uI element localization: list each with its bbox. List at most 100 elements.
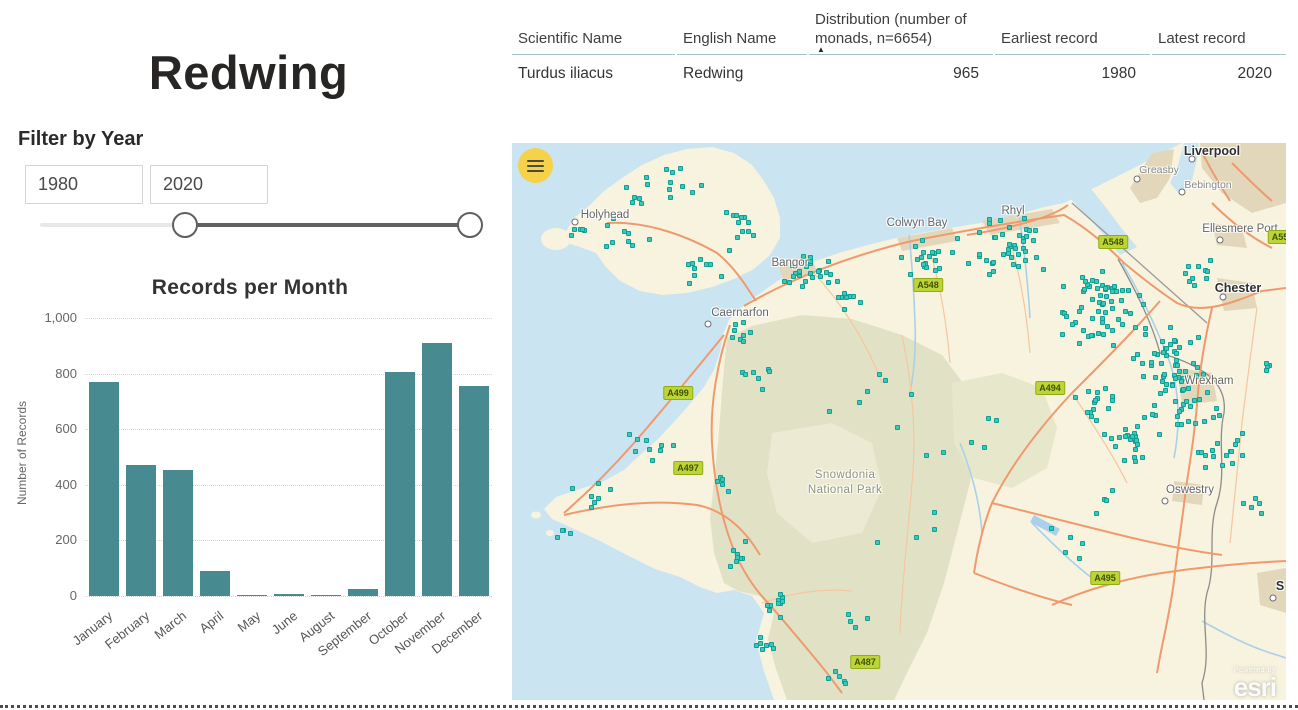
map-menu-button[interactable] [518, 148, 553, 183]
map-dot [719, 482, 725, 488]
map-dot [936, 265, 942, 271]
map-dot [1111, 342, 1117, 348]
map-dot [1183, 368, 1189, 374]
map-dot [765, 602, 771, 608]
year-range-slider[interactable] [0, 200, 500, 252]
map-dot [1198, 450, 1204, 456]
map-dot [818, 273, 824, 279]
map-dot [1110, 327, 1116, 333]
column-header-distribution[interactable]: Distribution (number of monads, n=6654) … [809, 6, 993, 55]
map-dot [825, 280, 831, 286]
distribution-map[interactable]: Holyhead Bangor Caernarfon Colwyn Bay Rhyl Li… [512, 143, 1286, 700]
map-dot [1079, 304, 1085, 310]
column-header-earliest-record[interactable]: Earliest record [995, 25, 1150, 55]
bar-october[interactable] [384, 372, 415, 596]
map-dot [1110, 288, 1116, 294]
bar-august[interactable] [310, 594, 341, 596]
city-marker [1219, 293, 1227, 301]
map-dot [913, 243, 919, 249]
map-dot [1197, 397, 1203, 403]
road-badge-a494: A494 [1035, 381, 1065, 395]
map-dot [658, 448, 664, 454]
year-min-input[interactable] [25, 165, 143, 204]
map-dot [1210, 447, 1216, 453]
map-dot [726, 489, 732, 495]
bar-april[interactable] [199, 570, 230, 596]
map-dot [1240, 501, 1246, 507]
map-dot [667, 179, 673, 185]
map-dot [1122, 457, 1128, 463]
map-dot [1170, 382, 1176, 388]
map-dot [899, 255, 905, 261]
bar-june[interactable] [273, 593, 304, 596]
map-dot [1033, 254, 1039, 260]
map-dot [1122, 308, 1128, 314]
map-dot [1183, 270, 1189, 276]
column-header-latest-record[interactable]: Latest record [1152, 25, 1286, 55]
map-dot [731, 327, 737, 333]
bar-september[interactable] [347, 589, 378, 596]
y-axis-tick: 0 [69, 588, 77, 603]
map-dot [1077, 556, 1083, 562]
map-dot [569, 232, 575, 238]
bar-may[interactable] [236, 594, 267, 596]
map-urban-areas [777, 143, 1286, 613]
map-dot [1240, 452, 1246, 458]
slider-track-active[interactable] [185, 223, 471, 227]
bar-january[interactable] [88, 381, 119, 596]
map-dot [739, 229, 745, 235]
map-dot [637, 196, 643, 202]
map-dot [1177, 369, 1183, 375]
map-dot [570, 485, 576, 491]
year-max-input[interactable] [150, 165, 268, 204]
map-dot [825, 676, 831, 682]
bar-february[interactable] [125, 465, 156, 596]
map-dot [741, 338, 747, 344]
map-dot [608, 487, 614, 493]
map-dot [981, 445, 987, 451]
map-dot [699, 182, 705, 188]
map-dot [728, 564, 734, 570]
map-dot [1179, 421, 1185, 427]
map-dot [1202, 452, 1208, 458]
filter-by-year-label: Filter by Year [18, 128, 144, 150]
map-dot [568, 531, 574, 537]
map-dot [1108, 436, 1114, 442]
map-dot [993, 417, 999, 423]
gridline [85, 596, 492, 597]
map-dot [687, 280, 693, 286]
map-dot [571, 226, 577, 232]
column-header-scientific-name[interactable]: Scientific Name [512, 25, 675, 55]
map-dot [1142, 331, 1148, 337]
map-dot [734, 554, 740, 560]
map-dot [931, 526, 937, 532]
map-dot [624, 185, 630, 191]
map-label-chester: Chester [1214, 281, 1262, 295]
map-dot [1187, 404, 1193, 410]
map-dot [1186, 375, 1192, 381]
map-dot [1248, 505, 1254, 511]
map-dot [1190, 276, 1196, 282]
map-dot [914, 256, 920, 262]
map-label-rhyl: Rhyl [1001, 205, 1025, 217]
map-dot [1067, 534, 1073, 540]
map-dot [803, 278, 809, 284]
slider-handle-max[interactable] [457, 212, 483, 238]
page-bottom-divider [0, 705, 1298, 708]
map-dot [856, 399, 862, 405]
map-dot [1125, 287, 1131, 293]
bar-november[interactable] [421, 343, 452, 596]
map-dot [1082, 278, 1088, 284]
bar-march[interactable] [162, 469, 193, 596]
slider-handle-min[interactable] [172, 212, 198, 238]
map-dot [1203, 276, 1209, 282]
column-header-english-name[interactable]: English Name [677, 25, 807, 55]
map-dot [1023, 258, 1029, 264]
map-dot [726, 247, 732, 253]
map-dot [921, 250, 927, 256]
bar-december[interactable] [458, 386, 489, 596]
map-dot [1140, 360, 1146, 366]
map-dot [1110, 306, 1116, 312]
map-dot [787, 280, 793, 286]
map-dot [1132, 455, 1138, 461]
